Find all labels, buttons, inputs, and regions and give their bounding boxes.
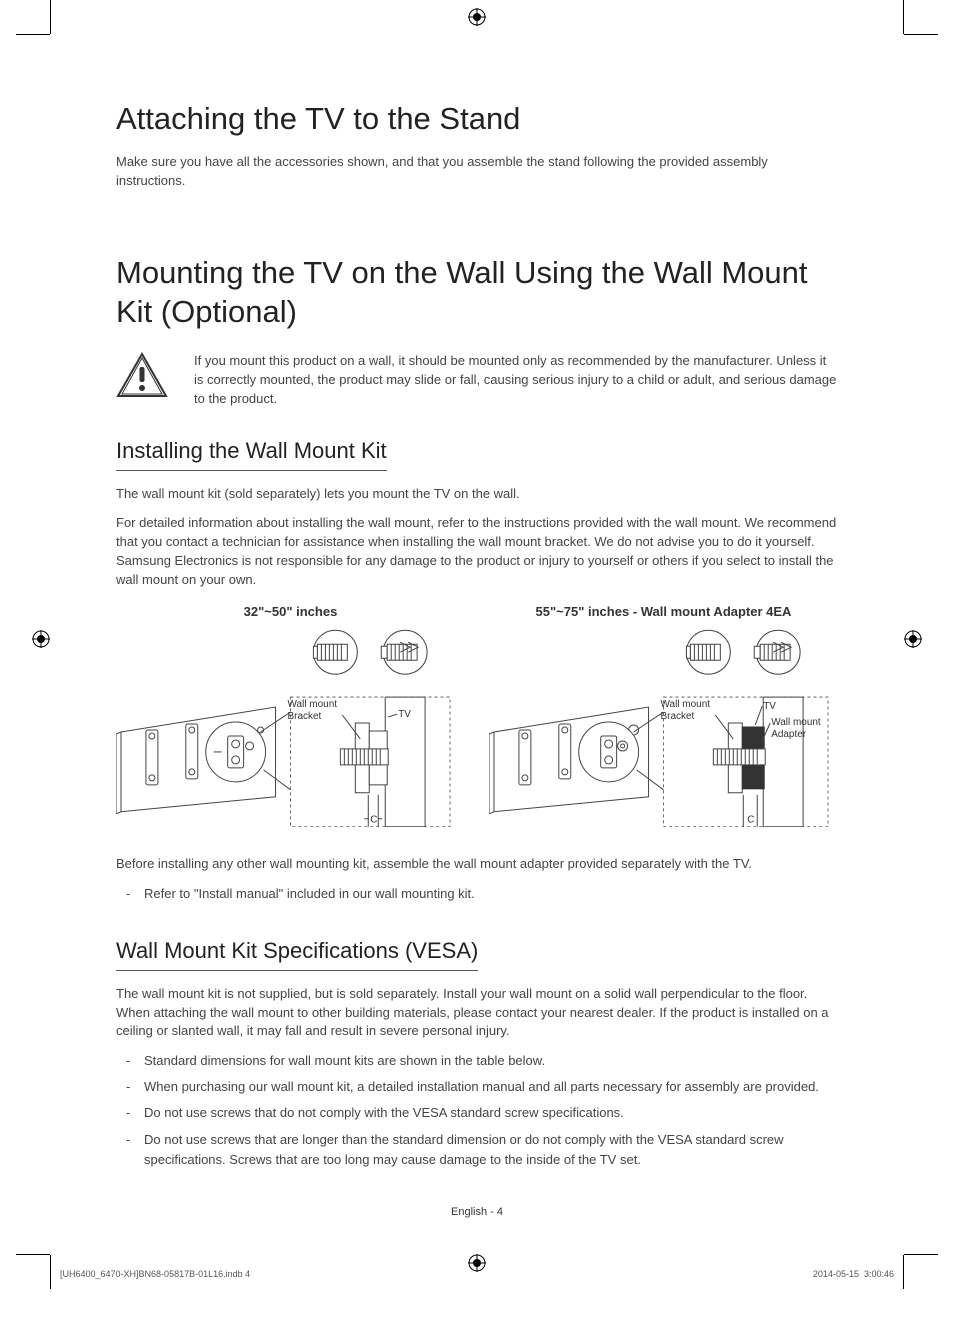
content-area: Attaching the TV to the Stand Make sure …	[116, 100, 838, 1176]
sub2-p1: The wall mount kit is not supplied, but …	[116, 985, 838, 1042]
diagram-label-c: C	[370, 814, 377, 825]
diagram-label-bracket: Wall mountBracket	[661, 699, 711, 722]
list-item: Do not use screws that do not comply wit…	[126, 1103, 838, 1123]
diagram-label-bracket: Wall mountBracket	[288, 699, 338, 722]
sub1-bullet-list: Refer to "Install manual" included in ou…	[126, 884, 838, 904]
sub1-title: Installing the Wall Mount Kit	[116, 438, 387, 471]
sub1-p1: The wall mount kit (sold separately) let…	[116, 485, 838, 504]
registration-mark-icon	[904, 630, 922, 653]
sub2-bullet-list: Standard dimensions for wall mount kits …	[126, 1051, 838, 1170]
diagram-left: 32"~50" inches	[116, 604, 465, 827]
list-item: Refer to "Install manual" included in ou…	[126, 884, 838, 904]
meta-file: [UH6400_6470-XH]BN68-05817B-01L16.indb 4	[60, 1269, 250, 1279]
crop-mark	[16, 1254, 50, 1255]
warning-text: If you mount this product on a wall, it …	[194, 352, 838, 409]
diagram-right-svg: C Wall mountBracket TV Wall mountAdapter	[489, 627, 838, 827]
diagram-area: 32"~50" inches	[116, 604, 838, 827]
crop-mark	[50, 1255, 51, 1289]
diagram-label-tv: TV	[763, 701, 776, 712]
page-footer: English - 4	[0, 1206, 954, 1218]
registration-mark-icon	[32, 630, 50, 653]
sub2-title: Wall Mount Kit Specifications (VESA)	[116, 938, 478, 971]
diagram-label-tv: TV	[398, 709, 411, 720]
sub1-p2: For detailed information about installin…	[116, 514, 838, 589]
page: Attaching the TV to the Stand Make sure …	[0, 0, 954, 1321]
crop-mark	[904, 1254, 938, 1255]
diagram-right: 55"~75" inches - Wall mount Adapter 4EA	[489, 604, 838, 827]
warning-icon	[116, 352, 168, 403]
diagram-right-title: 55"~75" inches - Wall mount Adapter 4EA	[489, 604, 838, 619]
section1-title: Attaching the TV to the Stand	[116, 100, 838, 139]
section2-title: Mounting the TV on the Wall Using the Wa…	[116, 254, 838, 332]
crop-mark	[904, 34, 938, 35]
meta-timestamp: 2014-05-15 ‎ 3:00:46	[813, 1269, 894, 1279]
warning-block: If you mount this product on a wall, it …	[116, 352, 838, 409]
list-item: Standard dimensions for wall mount kits …	[126, 1051, 838, 1071]
crop-mark	[50, 0, 51, 34]
list-item: When purchasing our wall mount kit, a de…	[126, 1077, 838, 1097]
crop-mark	[16, 34, 50, 35]
crop-mark	[903, 0, 904, 34]
diagram-left-title: 32"~50" inches	[116, 604, 465, 619]
document-meta: [UH6400_6470-XH]BN68-05817B-01L16.indb 4…	[60, 1269, 894, 1279]
diagram-label-c: C	[747, 814, 754, 825]
after-diagram-text: Before installing any other wall mountin…	[116, 855, 838, 874]
registration-mark-icon	[468, 8, 486, 31]
list-item: Do not use screws that are longer than t…	[126, 1130, 838, 1170]
diagram-left-svg: C Wall mountBracket TV	[116, 627, 465, 827]
diagram-label-adapter: Wall mountAdapter	[771, 717, 821, 740]
section1-body: Make sure you have all the accessories s…	[116, 153, 838, 191]
crop-mark	[903, 1255, 904, 1289]
